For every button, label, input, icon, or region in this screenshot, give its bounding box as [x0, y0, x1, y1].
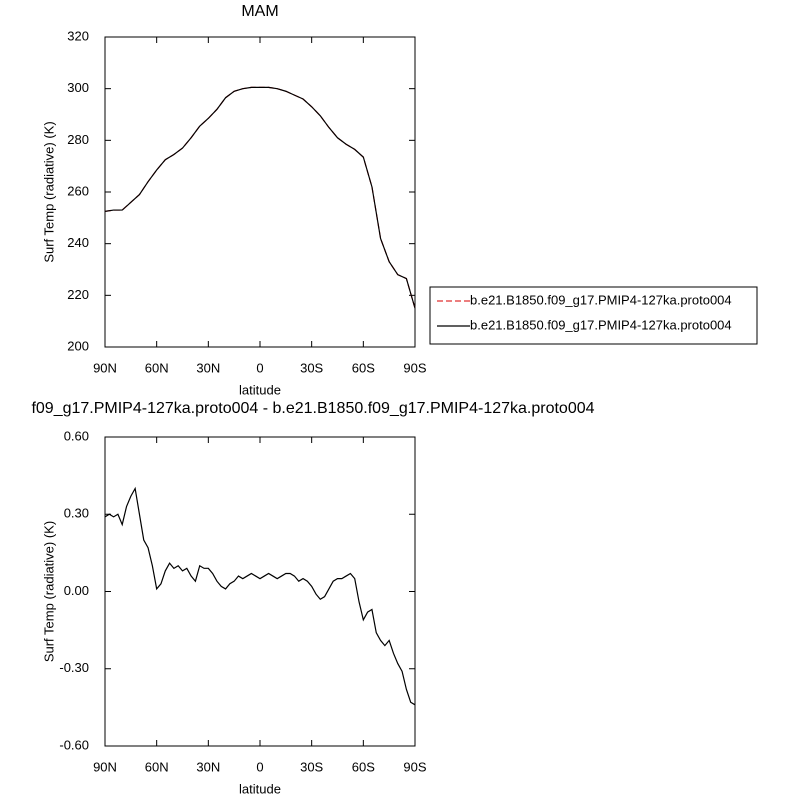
legend-label: b.e21.B1850.f09_g17.PMIP4-127ka.proto004: [470, 292, 732, 307]
x-tick-label: 90S: [403, 759, 426, 774]
y-tick-label: 0.30: [64, 506, 89, 521]
x-tick-label: 30N: [196, 360, 220, 375]
x-tick-label: 90N: [93, 759, 117, 774]
y-tick-label: 260: [67, 183, 89, 198]
x-tick-label: 60N: [145, 759, 169, 774]
y-tick-label: 0.60: [64, 428, 89, 443]
y-tick-label: -0.30: [59, 660, 89, 675]
chart-title: MAM: [241, 3, 278, 20]
y-axis-label: Surf Temp (radiative) (K): [41, 121, 56, 262]
y-tick-label: 200: [67, 338, 89, 353]
plot-frame: [104, 36, 416, 348]
x-tick-label: 30S: [300, 759, 323, 774]
x-axis-label: latitude: [239, 781, 281, 796]
y-axis-label: Surf Temp (radiative) (K): [41, 521, 56, 662]
x-tick-label: 90S: [403, 360, 426, 375]
y-tick-label: -0.60: [59, 737, 89, 752]
y-tick-label: 300: [67, 80, 89, 95]
x-tick-label: 60S: [352, 759, 375, 774]
x-tick-label: 30N: [196, 759, 220, 774]
y-tick-label: 320: [67, 28, 89, 43]
y-tick-label: 240: [67, 235, 89, 250]
chart-title: f09_g17.PMIP4-127ka.proto004 - b.e21.B18…: [31, 400, 594, 417]
series-line: [104, 486, 416, 706]
y-tick-label: 0.00: [64, 583, 89, 598]
plot-frame: [104, 436, 416, 747]
series-line: [104, 86, 416, 309]
legend-box: [429, 286, 758, 345]
y-tick-label: 280: [67, 132, 89, 147]
x-tick-label: 60N: [145, 360, 169, 375]
series-line: [104, 86, 416, 309]
y-tick-label: 220: [67, 287, 89, 302]
x-tick-label: 30S: [300, 360, 323, 375]
legend-label: b.e21.B1850.f09_g17.PMIP4-127ka.proto004: [470, 317, 732, 332]
x-tick-label: 90N: [93, 360, 117, 375]
x-tick-label: 60S: [352, 360, 375, 375]
x-tick-label: 0: [256, 759, 263, 774]
x-tick-label: 0: [256, 360, 263, 375]
x-axis-label: latitude: [239, 382, 281, 397]
